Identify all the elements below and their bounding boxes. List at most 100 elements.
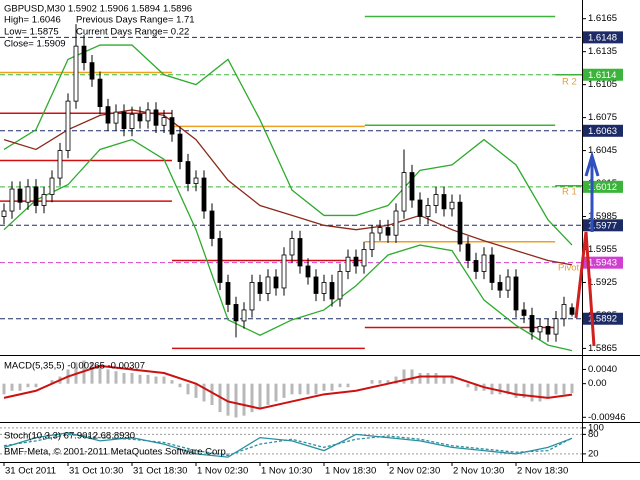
macd-bar [226, 383, 230, 416]
x-tick-label: 2 Nov 10:30 [453, 466, 504, 477]
macd-bar [410, 369, 414, 384]
macd-bar [130, 373, 134, 384]
candle-body [209, 210, 215, 239]
candle-body [529, 315, 535, 333]
level-label-box [583, 124, 623, 137]
macd-bar [538, 383, 542, 402]
candle-body [513, 276, 519, 311]
candle-body [385, 227, 391, 236]
candle-body [257, 282, 263, 294]
candle-body [97, 78, 103, 108]
macd-bar [194, 383, 198, 398]
candle-body [161, 117, 167, 126]
candle-body [281, 254, 287, 289]
macd-bar [274, 383, 278, 402]
level-label-box [583, 256, 623, 269]
macd-bar [522, 383, 526, 398]
candle-body [241, 309, 247, 322]
x-tick-label: 2 Nov 18:30 [517, 466, 568, 477]
candle-body [489, 254, 495, 283]
macd-bar [90, 362, 94, 384]
candle-body [481, 254, 487, 272]
macd-bar [146, 374, 150, 384]
macd-bar [570, 383, 574, 394]
macd-bar [442, 376, 446, 384]
candle-body [73, 45, 79, 102]
macd-bar [418, 373, 422, 384]
macd-signal [3, 364, 573, 410]
y-tick-label: 0.0040 [588, 364, 617, 375]
candle-body [321, 282, 327, 294]
info-text: High= 1.6046 [4, 15, 61, 26]
candle-body [473, 260, 479, 272]
macd-bar [434, 373, 438, 384]
macd-bar [402, 369, 406, 384]
candle-body [297, 238, 303, 267]
price-panel [0, 15, 582, 352]
candle-body [441, 194, 447, 210]
macd-bar [530, 383, 534, 402]
candle-body [273, 276, 279, 289]
indicator-line [3, 109, 573, 266]
candle-body [505, 276, 511, 291]
panel-title: Stoch(10,3,3) 67.9012 68.8930 [4, 431, 135, 442]
info-text: Current Days Range= 0.22 [76, 27, 189, 38]
macd-bar [466, 383, 470, 388]
candle-body [33, 186, 39, 206]
y-tick-label: 1.5925 [588, 277, 617, 288]
candle-body [49, 177, 55, 195]
candle-body [185, 161, 191, 184]
level-label: 1.6012 [588, 182, 617, 193]
macd-bar [178, 383, 182, 388]
macd-bar [162, 376, 166, 384]
y-tick-label: 1.6105 [588, 79, 617, 90]
y-tick-label: 0.00 [588, 378, 607, 389]
x-tick-label: 1 Nov 18:30 [325, 466, 376, 477]
macd-bar [474, 383, 478, 391]
candle-body [65, 100, 71, 151]
y-tick-label: 1.5985 [588, 211, 617, 222]
candle-body [57, 150, 63, 179]
macd-bar [386, 380, 390, 384]
pivot-annotation: Pivot [558, 263, 579, 274]
level-label: 1.6148 [588, 32, 617, 43]
macd-bar [250, 383, 254, 413]
y-tick-label: 1.5865 [588, 343, 617, 354]
macd-bar [450, 376, 454, 384]
macd-bar [122, 373, 126, 384]
macd-bar [306, 383, 310, 395]
candle-body [25, 186, 31, 203]
macd-bar [186, 383, 190, 395]
chart-title: GBPUSD,M30 1.5902 1.5906 1.5894 1.5896 [4, 4, 192, 15]
macd-bar [338, 383, 342, 388]
candle-body [201, 177, 207, 212]
y-tick-label: -0.00946 [588, 412, 626, 423]
candle-body [17, 188, 23, 203]
macd-bar [546, 383, 550, 398]
macd-bar [314, 383, 318, 395]
copyright: BMF-Meta, © 2001-2011 MetaQuotes Softwar… [4, 447, 228, 458]
candle-body [553, 318, 559, 335]
macd-bar [34, 383, 38, 388]
macd-bar [426, 373, 430, 384]
candle-body [193, 177, 199, 184]
level-label-box [583, 68, 623, 81]
macd-bar [26, 383, 30, 388]
y-tick-label: 1.5955 [588, 244, 617, 255]
candle-body [401, 172, 407, 212]
indicator-line [3, 138, 573, 352]
info-text: Close= 1.5909 [4, 39, 66, 50]
candle-body [105, 106, 111, 124]
candle-body [449, 201, 455, 210]
level-label: 1.5943 [588, 258, 617, 269]
candle-body [113, 111, 119, 124]
y-tick-label: 1.6135 [588, 46, 617, 57]
indicator-line [3, 44, 573, 246]
macd-bar [114, 371, 118, 384]
info-text: Low= 1.5875 [4, 27, 59, 38]
candle-body [1, 210, 7, 217]
candle-body [417, 199, 423, 217]
macd-bar [234, 383, 238, 418]
candle-body [465, 243, 471, 261]
